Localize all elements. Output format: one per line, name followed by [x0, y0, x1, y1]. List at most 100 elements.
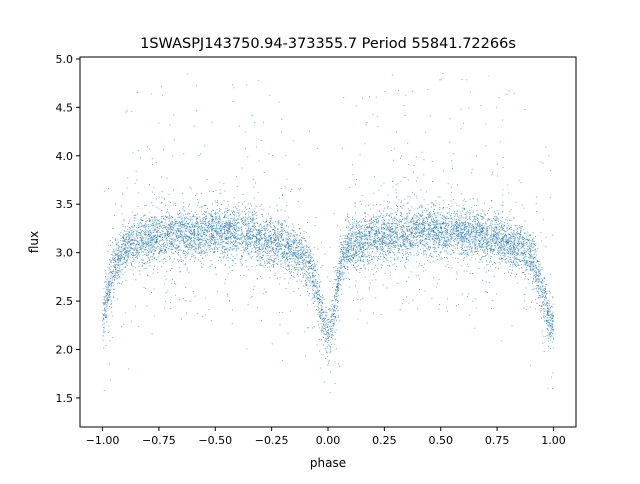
data-point: [533, 237, 535, 239]
data-point: [526, 278, 528, 280]
data-point: [196, 193, 198, 195]
data-point: [303, 249, 305, 251]
data-point: [474, 243, 476, 245]
data-point: [415, 214, 417, 216]
data-point: [346, 236, 348, 238]
data-point: [125, 111, 127, 113]
data-point: [161, 94, 163, 96]
data-point: [176, 220, 178, 222]
data-point: [374, 237, 375, 239]
data-point: [315, 286, 317, 288]
data-point: [333, 323, 335, 325]
data-point: [120, 258, 122, 260]
data-point: [139, 221, 141, 223]
data-point: [263, 225, 265, 227]
data-point: [512, 245, 514, 247]
data-point: [352, 252, 354, 254]
data-point: [436, 242, 437, 244]
data-point: [118, 252, 119, 254]
data-point: [418, 229, 420, 231]
data-point: [258, 246, 259, 248]
data-point: [440, 258, 442, 260]
data-point: [383, 257, 385, 259]
data-point: [157, 242, 159, 244]
data-point: [246, 244, 248, 246]
data-point: [457, 242, 459, 244]
data-point: [487, 220, 489, 221]
data-point: [330, 328, 332, 330]
data-point: [103, 317, 105, 319]
data-point: [413, 241, 415, 243]
data-point: [497, 240, 499, 242]
data-point: [466, 246, 468, 247]
data-point: [345, 247, 347, 249]
data-point: [136, 240, 138, 242]
data-point: [190, 247, 192, 248]
data-point: [167, 248, 169, 250]
data-point: [343, 257, 344, 259]
data-point: [552, 324, 554, 326]
data-point: [522, 260, 524, 262]
data-point: [516, 232, 518, 234]
data-point: [204, 223, 205, 225]
data-point: [159, 226, 160, 228]
data-point: [254, 222, 256, 224]
data-point: [160, 202, 162, 204]
data-point: [552, 347, 554, 349]
data-point: [357, 222, 359, 224]
data-point: [286, 234, 288, 236]
data-point: [165, 278, 167, 280]
data-point: [552, 315, 554, 316]
data-point: [502, 236, 504, 237]
data-point: [182, 206, 184, 208]
data-point: [207, 231, 209, 233]
data-point: [145, 228, 146, 230]
data-point: [204, 243, 205, 245]
data-point: [295, 249, 297, 251]
data-point: [286, 257, 288, 259]
data-point: [285, 244, 287, 246]
data-point: [467, 238, 468, 240]
data-point: [254, 182, 256, 184]
data-point: [411, 229, 413, 231]
data-point: [133, 245, 135, 247]
data-point: [297, 242, 299, 244]
data-point: [147, 256, 149, 258]
data-point: [121, 255, 123, 257]
data-point: [395, 242, 397, 244]
data-point: [122, 224, 124, 225]
data-point: [212, 239, 214, 241]
data-point: [439, 252, 441, 254]
data-point: [535, 280, 537, 282]
data-point: [112, 259, 114, 260]
data-point: [524, 248, 526, 250]
data-point: [342, 256, 344, 258]
data-point: [118, 270, 120, 271]
data-point: [358, 235, 360, 237]
data-point: [258, 249, 260, 251]
data-point: [439, 240, 441, 241]
data-point: [215, 218, 217, 220]
data-point: [301, 257, 303, 258]
data-point: [102, 313, 104, 315]
data-point: [347, 255, 349, 257]
data-point: [440, 225, 442, 227]
data-point: [163, 226, 165, 228]
data-point: [258, 230, 260, 232]
data-point: [263, 266, 265, 268]
data-point: [345, 255, 346, 257]
data-point: [448, 244, 450, 246]
data-point: [127, 256, 129, 258]
data-point: [144, 288, 146, 290]
data-point: [403, 239, 405, 241]
data-point: [228, 300, 230, 302]
data-point: [355, 238, 357, 239]
data-point: [505, 233, 507, 235]
data-point: [325, 318, 327, 319]
data-point: [321, 319, 323, 321]
data-point: [453, 226, 454, 228]
data-point: [343, 278, 345, 280]
data-point: [500, 249, 502, 251]
data-point: [226, 207, 228, 209]
data-point: [445, 225, 447, 227]
